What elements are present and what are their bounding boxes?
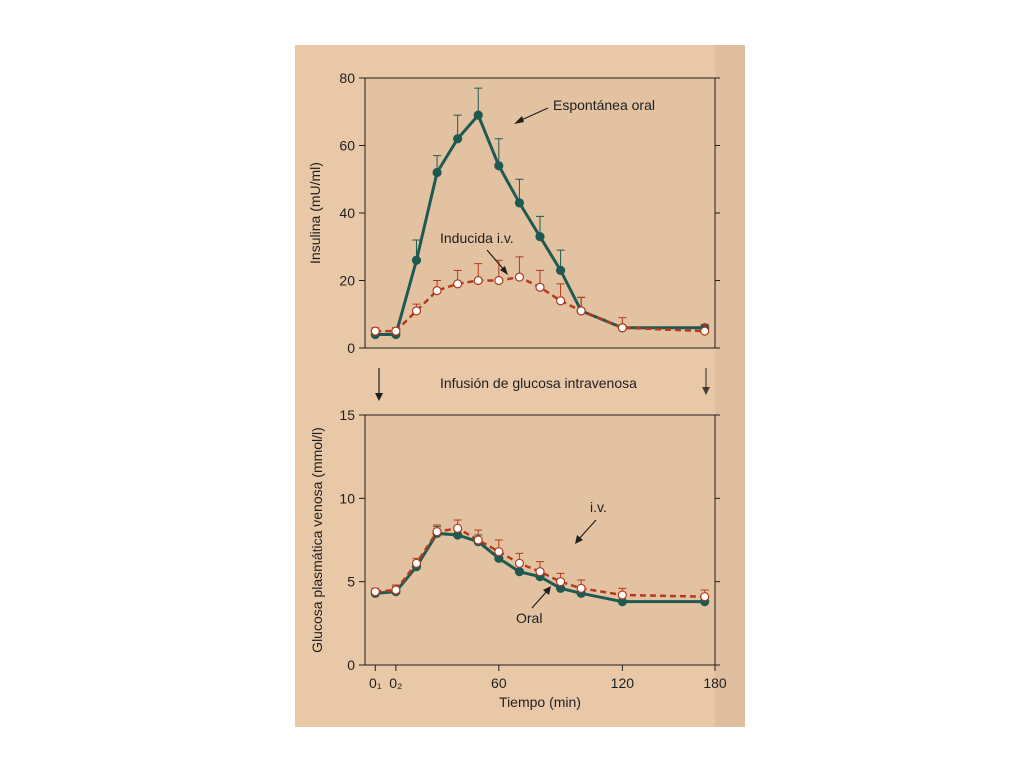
annotation-oral: Oral	[516, 610, 542, 626]
insulin-y-tick-label: 0	[347, 340, 355, 356]
annotation-arrow-iv	[577, 519, 597, 541]
insulin-oral-point	[453, 134, 463, 144]
insulin-oral-point	[514, 198, 525, 208]
insulin-iv-point	[453, 279, 463, 289]
annotation-arrowhead-iv	[575, 535, 583, 544]
insulin-y-tick-label: 60	[339, 138, 355, 154]
glucose-plot-area	[364, 414, 716, 666]
glucose-iv-point	[555, 577, 566, 587]
glucose-x-tick-label: 180	[703, 675, 727, 691]
insulin-oral-point	[432, 167, 442, 178]
glucose-y-axis-label: Glucosa plasmática venosa (mmol/l)	[309, 427, 325, 653]
glucose-chart: Glucosa plasmática venosa (mmol/l) 0 5 10 1…	[309, 407, 727, 710]
insulin-iv-point	[576, 306, 586, 316]
insulin-y-tick-label: 20	[339, 273, 355, 289]
insulin-iv-point	[391, 326, 401, 336]
glucose-x-tick-label: 120	[611, 675, 635, 691]
insulin-iv-point	[370, 326, 380, 336]
glucose-y-tick-label: 5	[347, 574, 355, 590]
insulin-plot-area	[364, 77, 716, 349]
insulin-y-axis-label: Insulina (mU/ml)	[307, 162, 323, 264]
glucose-x-tick-label: 60	[491, 675, 507, 691]
glucose-y-tick-label: 15	[339, 407, 355, 423]
glucose-series	[370, 519, 710, 607]
glucose-iv-point	[432, 527, 442, 537]
insulin-y-ticks: 0 20 40 60 80	[339, 70, 720, 356]
insulin-oral-point	[473, 110, 483, 120]
annotation-arrowhead-oral	[543, 586, 551, 595]
annotation-arrow-inducida	[486, 249, 506, 272]
glucose-x-tick-label: 0₂	[389, 675, 402, 691]
insulin-y-tick-label: 40	[339, 205, 355, 221]
annotation-espontanea-oral: Espontánea oral	[553, 97, 655, 113]
annotation-arrowhead-inducida	[500, 266, 508, 275]
glucose-x-axis-label: Tiempo (min)	[499, 694, 581, 710]
glucose-iv-point	[700, 592, 710, 602]
glucose-iv-point	[411, 558, 422, 568]
insulin-iv-point	[432, 286, 442, 296]
insulin-oral-point	[535, 232, 545, 242]
insulin-iv-point	[473, 275, 483, 286]
insulin-iv-point	[700, 326, 710, 336]
glucose-x-tick-label: 0₁	[369, 675, 382, 691]
insulin-oral-point	[555, 265, 566, 275]
insulin-iv-point	[494, 275, 504, 286]
glucose-iv-point	[617, 590, 627, 600]
down-arrowhead-right	[702, 387, 710, 395]
insulin-series	[370, 87, 710, 340]
glucose-y-ticks: 0 5 10 15	[339, 407, 720, 673]
down-arrowhead-left	[375, 393, 383, 401]
glucose-iv-point	[453, 523, 463, 533]
insulin-iv-point	[411, 306, 422, 316]
page-edge-shadow	[715, 45, 745, 727]
insulin-oral-point	[494, 161, 504, 171]
glucose-iv-point	[514, 558, 525, 568]
insulin-oral-point	[411, 255, 422, 265]
insulin-iv-point	[535, 282, 545, 292]
glucose-iv-point	[391, 585, 401, 595]
glucose-iv-point	[473, 535, 483, 545]
glucose-y-tick-label: 10	[339, 490, 355, 506]
annotation-inducida-iv: Inducida i.v.	[440, 230, 514, 246]
glucose-iv-point	[494, 547, 504, 557]
infusion-label-group: Infusión de glucosa intravenosa	[375, 368, 710, 401]
insulin-iv-point	[617, 323, 627, 333]
glucose-iv-point	[576, 583, 586, 593]
insulin-y-tick-label: 80	[339, 70, 355, 86]
glucose-oral-point	[514, 567, 525, 577]
glucose-iv-point	[370, 587, 380, 597]
insulin-iv-point	[514, 272, 525, 282]
glucose-iv-point	[535, 567, 545, 577]
infusion-label: Infusión de glucosa intravenosa	[440, 375, 637, 391]
glucose-y-tick-label: 0	[347, 657, 355, 673]
annotation-iv: i.v.	[590, 499, 607, 515]
glucose-x-ticks: 0₁ 0₂ 60 120 180	[369, 665, 727, 691]
annotation-arrowhead-espontanea	[514, 116, 524, 124]
annotation-arrow-oral	[531, 589, 549, 609]
insulin-iv-point	[555, 296, 566, 306]
insulin-chart: Insulina (mU/ml) 0 20 40 60 80 Espontánea or…	[307, 70, 720, 356]
